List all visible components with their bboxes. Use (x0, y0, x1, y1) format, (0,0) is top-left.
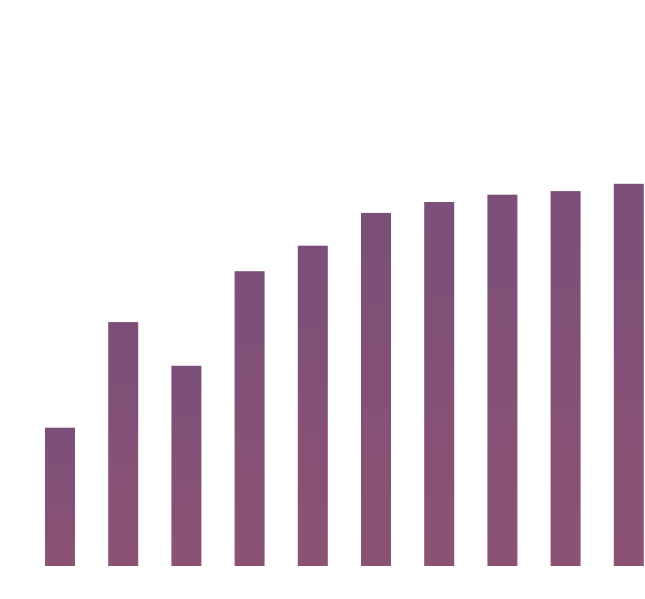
bar-1 (45, 427, 75, 566)
bar-2 (108, 322, 139, 566)
bar-7 (424, 202, 455, 566)
bar-4 (234, 271, 265, 566)
bar-9 (550, 191, 581, 566)
bar-5 (297, 245, 328, 566)
bar-8 (487, 194, 518, 566)
bar-10 (613, 183, 644, 567)
bar-6 (361, 212, 391, 566)
bars-layer (45, 183, 644, 567)
bar-3 (171, 365, 202, 566)
